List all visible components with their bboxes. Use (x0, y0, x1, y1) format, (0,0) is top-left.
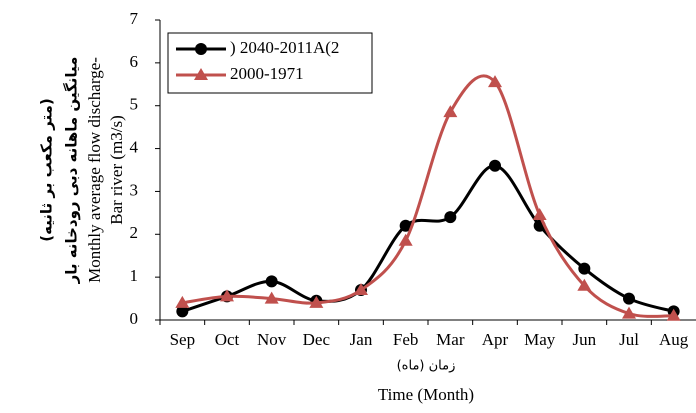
y-tick-label: 4 (130, 137, 139, 156)
point (578, 262, 591, 275)
x-tick-label: Jul (619, 330, 639, 349)
point (176, 305, 189, 318)
y-tick-label: 7 (130, 9, 139, 28)
y-axis-label-fa: (متر مکعب بر ثانیه) (38, 98, 56, 242)
x-tick-label: Feb (393, 330, 419, 349)
point (488, 75, 502, 88)
point (532, 208, 547, 220)
point (220, 289, 234, 302)
x-tick-label: Sep (170, 330, 196, 349)
x-tick-label: Apr (482, 330, 509, 349)
point (489, 159, 501, 172)
point (623, 292, 635, 305)
y-tick-label: 2 (130, 223, 139, 242)
x-axis-label-fa: زمان (ماه) (397, 359, 456, 374)
y-tick-label: 5 (130, 95, 139, 114)
point (399, 219, 412, 232)
x-tick-label: Dec (303, 330, 331, 349)
x-tick-label: Aug (659, 330, 689, 349)
y-axis-label: Bar river (m3/s) (107, 115, 126, 225)
legend-box (167, 32, 373, 94)
x-tick-label: Mar (436, 330, 465, 349)
legend-label: 2000-1971 (230, 64, 304, 83)
point (398, 233, 413, 246)
x-tick-label: Oct (215, 330, 240, 349)
y-tick-label: 6 (130, 52, 139, 71)
point (265, 275, 278, 288)
point (666, 308, 681, 321)
x-axis-label: Time (Month) (378, 385, 474, 404)
point (444, 211, 457, 224)
line (181, 164, 675, 313)
x-tick-label: Jan (350, 330, 373, 349)
y-tick-label: 0 (130, 309, 139, 328)
point (577, 278, 592, 291)
y-axis-label-fa: میانگین ماهانه دبی رودخانه بار (63, 57, 81, 285)
x-tick-label: Nov (257, 330, 287, 349)
x-tick-label: May (524, 330, 556, 349)
legend-marker (195, 43, 207, 55)
point (622, 306, 636, 319)
y-axis-label: Monthly average flow discharge- (85, 57, 104, 283)
point (354, 283, 368, 295)
y-tick-label: 3 (130, 180, 139, 199)
point (175, 295, 190, 308)
y-tick-label: 1 (130, 266, 139, 285)
point (309, 295, 324, 308)
point (443, 105, 458, 118)
x-tick-label: Jun (573, 330, 597, 349)
legend-label: ) 2040-2011A(2 (230, 38, 339, 57)
legend-marker (194, 68, 208, 80)
point (264, 291, 279, 304)
